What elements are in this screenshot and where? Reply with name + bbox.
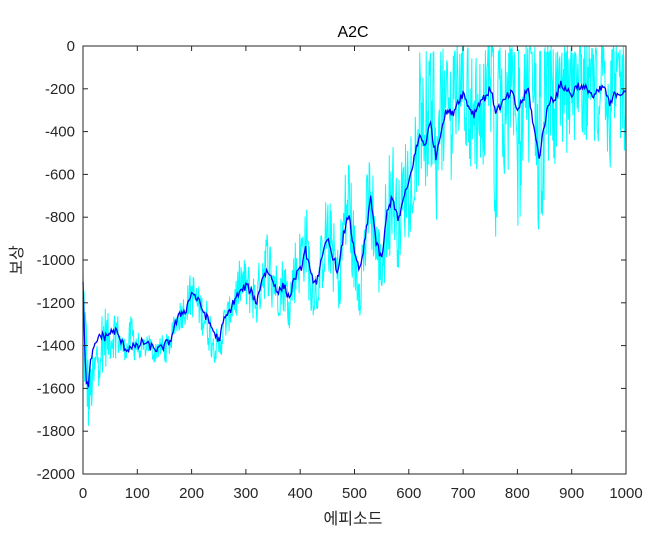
y-tick-label: -600 xyxy=(45,166,75,183)
y-tick-label: -1800 xyxy=(37,423,75,440)
x-tick-label: 900 xyxy=(559,485,584,502)
x-tick-label: 700 xyxy=(451,485,476,502)
y-tick-label: -1600 xyxy=(37,380,75,397)
x-tick-label: 600 xyxy=(396,485,421,502)
y-tick-label: -2000 xyxy=(37,466,75,483)
y-axis: -2000-1800-1600-1400-1200-1000-800-600-4… xyxy=(37,38,626,483)
x-tick-label: 1000 xyxy=(609,485,642,502)
raw-reward-line xyxy=(82,44,627,426)
plot-area xyxy=(82,44,627,426)
x-axis: 0 100 200 300 400 500 600 700 800 900 1000 xyxy=(79,46,643,502)
chart-title: A2C xyxy=(337,24,368,41)
x-tick-label: 100 xyxy=(125,485,150,502)
y-axis-label: 보상 xyxy=(7,245,26,275)
y-tick-label: -1000 xyxy=(37,252,75,269)
y-tick-label: -1200 xyxy=(37,295,75,312)
x-tick-label: 0 xyxy=(79,485,87,502)
x-tick-label: 400 xyxy=(288,485,313,502)
x-tick-label: 800 xyxy=(505,485,530,502)
y-tick-label: 0 xyxy=(67,38,75,55)
smoothed-reward-line xyxy=(82,80,627,388)
y-tick-label: -400 xyxy=(45,124,75,141)
x-axis-label: 에피소드 xyxy=(324,509,383,528)
x-tick-label: 500 xyxy=(342,485,367,502)
x-tick-label: 300 xyxy=(233,485,258,502)
y-tick-label: -800 xyxy=(45,209,75,226)
y-tick-label: -200 xyxy=(45,81,75,98)
x-tick-label: 200 xyxy=(179,485,204,502)
y-tick-label: -1400 xyxy=(37,338,75,355)
